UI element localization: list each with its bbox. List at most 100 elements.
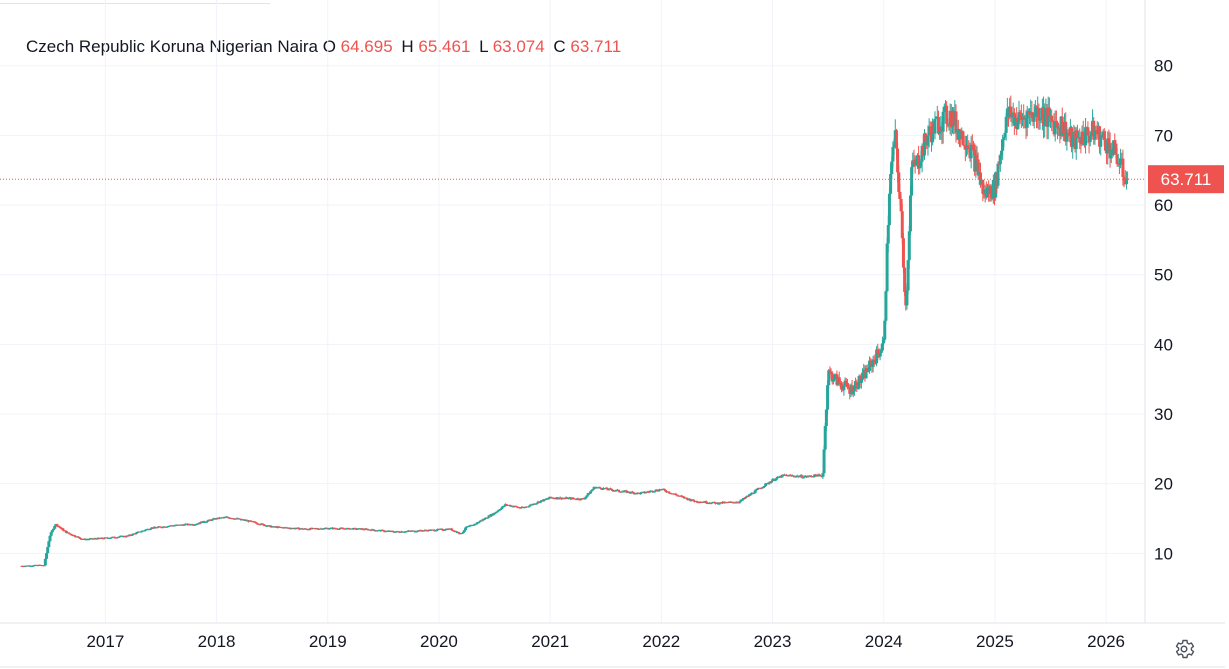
candle-body (890, 161, 894, 174)
candle-body (886, 225, 890, 244)
candle-body (969, 144, 973, 159)
gear-icon[interactable] (1172, 637, 1196, 661)
candle-body (710, 502, 714, 504)
candle-body (844, 380, 848, 383)
candle-body (591, 489, 595, 491)
candle-body (821, 473, 825, 477)
candle-body (761, 486, 765, 488)
candle-body (600, 489, 604, 491)
candle-body (586, 493, 590, 496)
candle-body (827, 370, 831, 386)
candle-body (838, 382, 842, 384)
candle-body (1064, 121, 1068, 142)
candle-body (938, 131, 942, 134)
candle-body (975, 154, 979, 160)
x-tick-label: 2024 (865, 632, 903, 651)
candle-body (452, 530, 456, 532)
candle-body (478, 521, 482, 523)
candle-body (896, 148, 900, 173)
candle-body (575, 499, 579, 501)
candle-body (204, 521, 208, 523)
candle-body (403, 531, 407, 533)
x-tick-label: 2023 (754, 632, 792, 651)
candle-body (1098, 126, 1102, 147)
candle-body (1046, 107, 1050, 127)
candle-body (1054, 121, 1058, 123)
y-tick-label: 70 (1154, 126, 1173, 145)
candle-body (397, 531, 401, 533)
candle-body (249, 520, 253, 522)
candle-body (802, 476, 806, 478)
candle-body (31, 565, 35, 567)
candle-body (917, 155, 921, 169)
candle-body (45, 553, 49, 559)
candle-body (945, 105, 949, 124)
candle-body (611, 489, 615, 491)
candle-body (843, 380, 847, 386)
candle-body (538, 501, 542, 503)
candle-body (64, 530, 68, 533)
candle-body (998, 155, 1002, 165)
candle-body (500, 507, 504, 510)
candle-body (631, 491, 635, 493)
candle-body (861, 372, 865, 380)
candle-body (489, 514, 493, 517)
candle-body (495, 511, 499, 513)
candle-body (907, 231, 911, 261)
candle-body (824, 409, 828, 427)
candle-body (901, 238, 905, 268)
candle-body (98, 538, 102, 540)
candle-body (740, 499, 744, 501)
candle-body (571, 497, 575, 499)
candle-body (1047, 107, 1051, 116)
last-price-label: 63.711 (1161, 170, 1212, 189)
candle-body (159, 526, 163, 528)
candle-body (898, 192, 902, 200)
candle-body (1017, 112, 1021, 123)
candle-body (549, 496, 553, 498)
legend-value-l: 63.074 (492, 37, 545, 56)
x-tick-label: 2021 (531, 632, 569, 651)
legend-key-c: C (548, 37, 571, 56)
candle-body (496, 510, 500, 512)
candle-body (1114, 143, 1118, 155)
candle-body (753, 490, 757, 493)
candle-body (749, 494, 753, 496)
candle-body (584, 496, 588, 499)
candle-body (876, 349, 880, 354)
candle-body (1071, 136, 1075, 147)
candle-body (737, 502, 741, 504)
candle-body (865, 368, 869, 372)
candle-body (768, 482, 772, 484)
candle-body (480, 520, 484, 522)
candle-body (924, 133, 928, 142)
candle-body (499, 509, 503, 511)
candle-body (773, 480, 777, 482)
candle-body (891, 147, 895, 162)
candle-body (883, 320, 887, 340)
candle-body (605, 487, 609, 490)
candle-body (165, 526, 169, 528)
candle-body (1043, 112, 1047, 127)
candle-body (1037, 107, 1041, 121)
candle-body (756, 488, 760, 490)
candle-body (777, 477, 781, 479)
candle-body (688, 498, 692, 501)
candle-body (738, 501, 742, 503)
candle-body (255, 522, 259, 524)
candle-body (689, 500, 693, 502)
candle-body (46, 547, 50, 554)
candle-body (338, 528, 342, 530)
candle-body (577, 498, 581, 500)
candle-body (1074, 130, 1078, 150)
candle-body (354, 528, 358, 530)
candle-body (978, 172, 982, 185)
candle-body (643, 492, 647, 494)
candle-body (598, 487, 602, 489)
candle-body (746, 495, 750, 497)
candle-body (55, 524, 59, 527)
candle-body (563, 498, 567, 500)
candle-body (1056, 122, 1060, 129)
